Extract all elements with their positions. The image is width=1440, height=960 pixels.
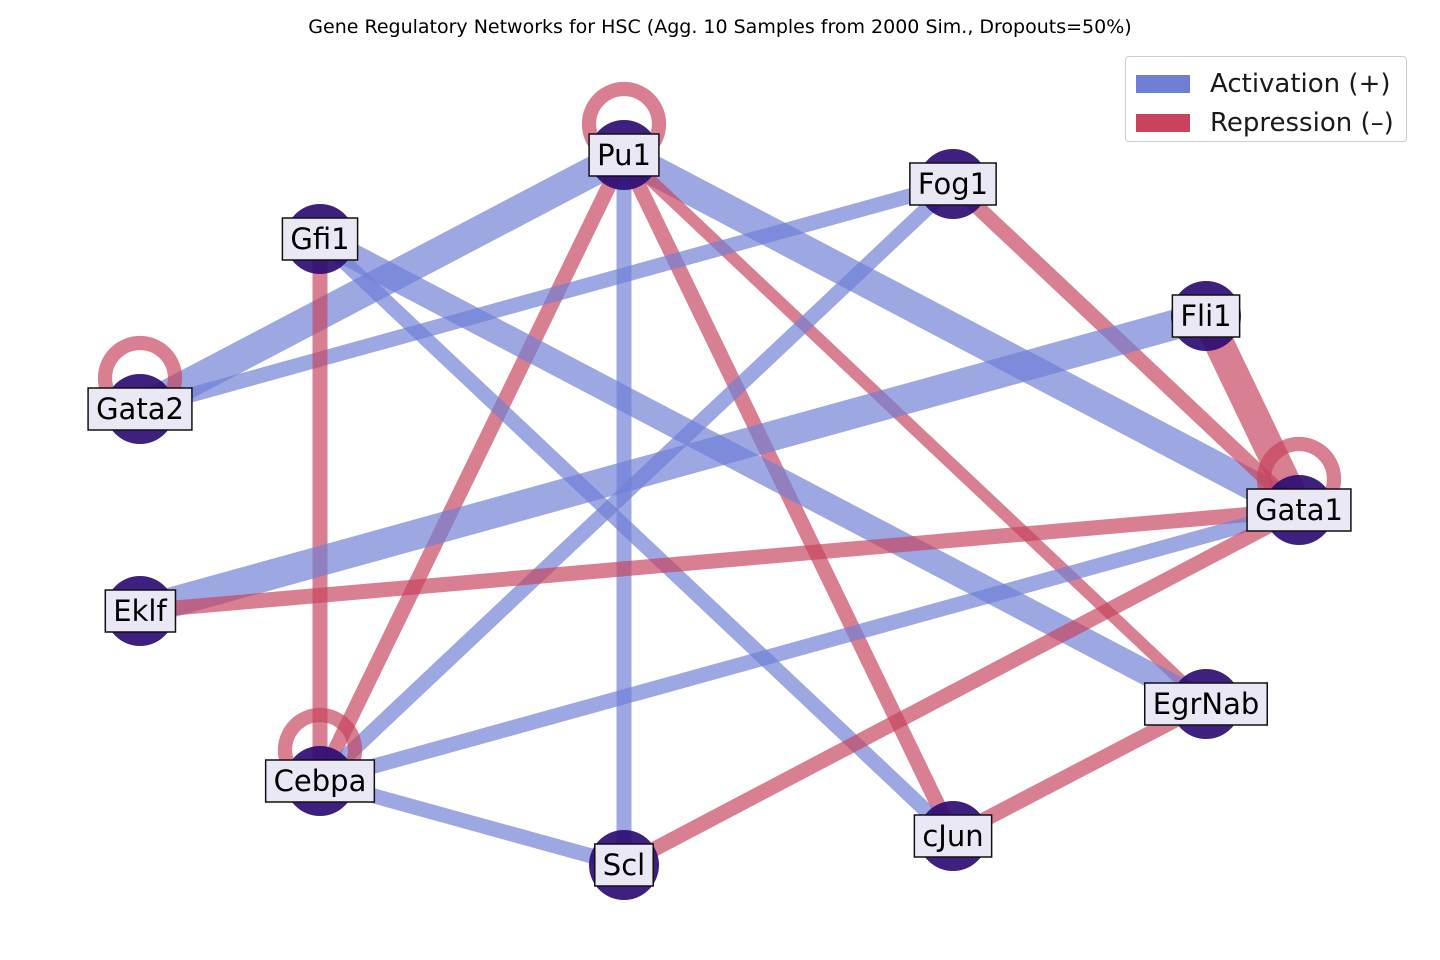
node-label-box (1143, 682, 1269, 726)
node-fli1: Fli1 (1171, 281, 1241, 351)
node-label-box (104, 589, 177, 633)
node-label-box (1246, 488, 1352, 532)
node-label: EgrNab (1153, 687, 1260, 721)
node-label: Cebpa (274, 764, 367, 798)
activation-swatch (1136, 75, 1190, 93)
node-label: Pu1 (597, 138, 651, 172)
node-eklf: Eklf (104, 576, 177, 646)
legend-item-activation: Activation (+) (1136, 69, 1391, 99)
edge-gata1-cebpa (317, 502, 1302, 789)
edge-pu1-gata1 (617, 141, 1306, 524)
node-label-box (281, 217, 359, 261)
node-cebpa: Cebpa (264, 746, 376, 816)
edge-fli1-gata1 (1192, 309, 1313, 517)
activation-legend-label: Activation (+) (1210, 69, 1391, 99)
node-label-box (913, 814, 993, 858)
node-label-box (264, 759, 376, 803)
node-fog1: Fog1 (909, 149, 997, 219)
edge-gfi1-cjun (314, 233, 959, 842)
edge-gfi1-egrnab (314, 227, 1212, 716)
edges-layer (97, 81, 1342, 873)
node-gfi1: Gfi1 (281, 204, 359, 274)
node-label-box (87, 387, 193, 431)
edge-fog1-gata2 (137, 176, 956, 417)
edge-fli1-eklf (135, 301, 1211, 626)
node-label-box (1171, 294, 1241, 338)
node-gata2: Gata2 (87, 374, 193, 444)
repression-swatch (1136, 114, 1190, 132)
edge-gata1-eklf (139, 502, 1300, 619)
node-label: Gata2 (96, 392, 184, 426)
legend: Activation (+) Repression (–) (1125, 56, 1407, 142)
node-gata1: Gata1 (1246, 475, 1352, 545)
repression-legend-label: Repression (–) (1210, 108, 1394, 138)
nodes-layer: Pu1 Fog1 Gfi1 Fli1 Gata2 Gata1 Eklf EgrNab Cebpa… (87, 120, 1352, 900)
legend-item-repression: Repression (–) (1136, 108, 1394, 138)
node-label-box (588, 133, 660, 177)
node-label-box (909, 162, 997, 206)
node-pu1: Pu1 (588, 120, 660, 190)
node-label: Fli1 (1180, 299, 1231, 333)
node-label: Scl (603, 848, 645, 882)
node-egrnab: EgrNab (1143, 669, 1269, 739)
edge-egrnab-cjun (949, 697, 1210, 843)
node-label-box (594, 843, 654, 887)
node-label: Fog1 (918, 167, 988, 201)
edge-pu1-cebpa (313, 151, 631, 785)
node-scl: Scl (589, 830, 659, 900)
node-label: Gfi1 (290, 222, 349, 256)
node-cjun: cJun (913, 801, 993, 871)
node-label: Eklf (113, 594, 167, 628)
diagram-title: Gene Regulatory Networks for HSC (Agg. 1… (308, 16, 1131, 38)
node-label: Gata1 (1255, 493, 1343, 527)
edge-gata1-scl (620, 503, 1303, 872)
node-label: cJun (922, 819, 983, 853)
